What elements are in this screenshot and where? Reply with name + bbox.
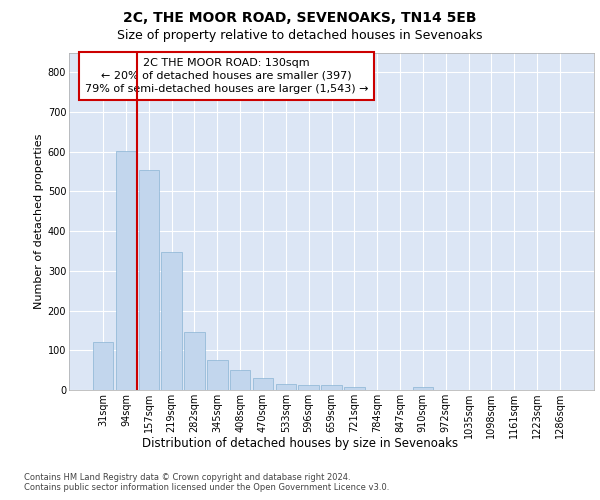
Bar xyxy=(344,387,365,390)
Y-axis label: Number of detached properties: Number of detached properties xyxy=(34,134,44,309)
Bar xyxy=(116,150,136,390)
Text: 2C, THE MOOR ROAD, SEVENOAKS, TN14 5EB: 2C, THE MOOR ROAD, SEVENOAKS, TN14 5EB xyxy=(123,11,477,25)
Bar xyxy=(253,378,273,390)
Bar xyxy=(413,387,433,390)
Bar xyxy=(230,370,250,390)
Bar xyxy=(161,252,182,390)
Text: 2C THE MOOR ROAD: 130sqm
← 20% of detached houses are smaller (397)
79% of semi-: 2C THE MOOR ROAD: 130sqm ← 20% of detach… xyxy=(85,58,368,94)
Bar xyxy=(139,170,159,390)
Bar xyxy=(93,342,113,390)
Bar xyxy=(321,385,342,390)
Bar xyxy=(275,384,296,390)
Text: Distribution of detached houses by size in Sevenoaks: Distribution of detached houses by size … xyxy=(142,438,458,450)
Bar xyxy=(298,385,319,390)
Text: Contains HM Land Registry data © Crown copyright and database right 2024.
Contai: Contains HM Land Registry data © Crown c… xyxy=(24,472,389,492)
Text: Size of property relative to detached houses in Sevenoaks: Size of property relative to detached ho… xyxy=(117,29,483,42)
Bar xyxy=(207,360,227,390)
Bar xyxy=(184,332,205,390)
